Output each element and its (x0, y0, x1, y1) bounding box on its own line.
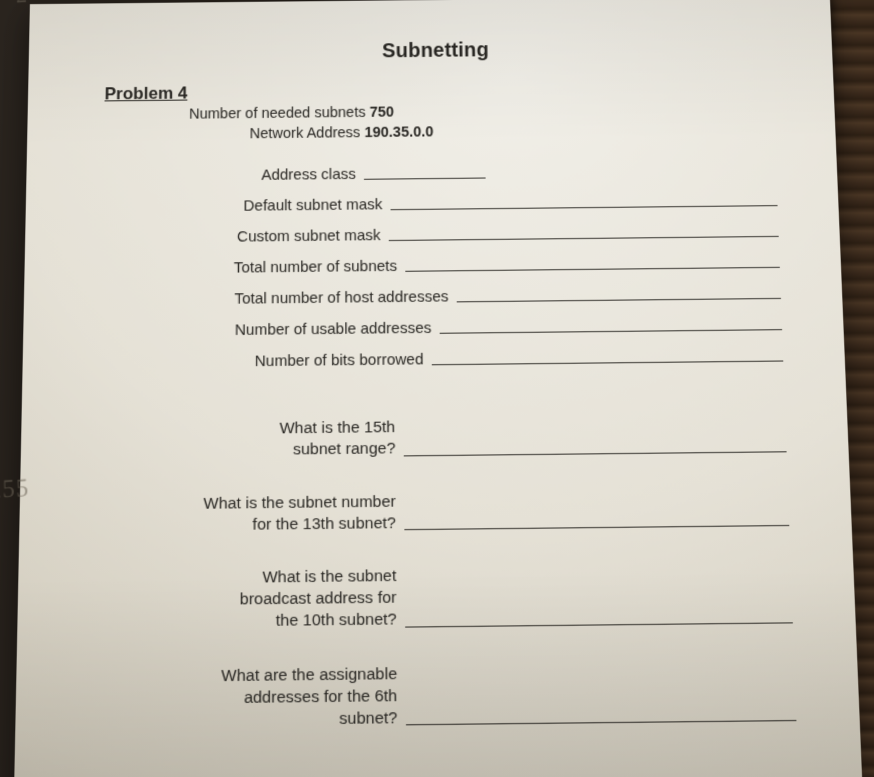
given-subnets-value: 750 (370, 104, 395, 120)
label-total-hosts: Total number of host addresses (95, 288, 454, 309)
q4-line2: addresses for the 6th (244, 687, 398, 707)
label-usable-addresses: Number of usable addresses (95, 319, 438, 340)
question-10th-broadcast: What is the subnet broadcast address for… (91, 562, 793, 634)
q4-line3: subnet? (339, 708, 397, 727)
blank-line[interactable] (389, 236, 779, 241)
field-custom-mask: Custom subnet mask (96, 223, 778, 248)
handwritten-mark-top: 2 (16, 0, 28, 9)
page-title: Subnetting (99, 36, 772, 66)
given-subnets-label: Number of needed subnets (189, 105, 366, 123)
label-total-subnets: Total number of subnets (96, 258, 403, 279)
question-15th-range: What is the 15th subnet range? (93, 413, 787, 462)
fill-in-block: Address class Default subnet mask Custom… (94, 161, 783, 372)
blank-line[interactable] (404, 451, 787, 456)
worksheet-paper: 2 Subnetting Problem 4 Number of needed … (13, 0, 864, 777)
given-network-value: 190.35.0.0 (364, 124, 433, 141)
q3-line1: What is the subnet (262, 567, 396, 587)
blank-line[interactable] (391, 205, 778, 210)
q3-line3: the 10th subnet? (276, 610, 397, 630)
q2-line2: for the 13th subnet? (253, 514, 397, 534)
field-address-class: Address class (97, 161, 776, 185)
blank-line[interactable] (457, 298, 781, 302)
q3-line2: broadcast address for (240, 589, 397, 609)
given-network-label: Network Address (250, 125, 361, 142)
label-bits-borrowed: Number of bits borrowed (94, 351, 429, 372)
given-block: Number of needed subnets 750 Network Add… (98, 99, 775, 146)
field-usable-addresses: Number of usable addresses (95, 316, 782, 341)
label-q3: What is the subnet broadcast address for… (91, 566, 406, 634)
blank-line[interactable] (432, 361, 783, 366)
blank-line[interactable] (404, 525, 789, 530)
blank-line[interactable] (364, 178, 486, 180)
q1-line1: What is the 15th (280, 418, 396, 437)
handwritten-mark-255: 255 (0, 474, 30, 505)
q4-line1: What are the assignable (221, 665, 397, 686)
worksheet-content: Subnetting Problem 4 Number of needed su… (89, 36, 796, 732)
question-6th-assignable: What are the assignable addresses for th… (89, 659, 796, 732)
field-total-hosts: Total number of host addresses (95, 285, 781, 310)
label-q2: What is the subnet number for the 13th s… (92, 491, 404, 537)
label-address-class: Address class (97, 166, 362, 186)
blank-line[interactable] (440, 329, 782, 334)
label-q1: What is the 15th subnet range? (93, 417, 404, 462)
question-13th-subnet-number: What is the subnet number for the 13th s… (92, 487, 789, 537)
photo-scene: 2 Subnetting Problem 4 Number of needed … (0, 0, 874, 777)
label-custom-mask: Custom subnet mask (96, 227, 386, 248)
label-q4: What are the assignable addresses for th… (89, 664, 406, 733)
field-total-subnets: Total number of subnets (96, 254, 780, 279)
field-bits-borrowed: Number of bits borrowed (94, 347, 783, 372)
questions-block: What is the 15th subnet range? What is t… (89, 413, 796, 732)
blank-line[interactable] (405, 622, 793, 627)
q1-line2: subnet range? (293, 439, 396, 458)
blank-line[interactable] (406, 720, 796, 725)
label-default-mask: Default subnet mask (97, 196, 389, 216)
q2-line1: What is the subnet number (203, 493, 396, 513)
blank-line[interactable] (405, 267, 780, 272)
field-default-mask: Default subnet mask (97, 192, 778, 217)
